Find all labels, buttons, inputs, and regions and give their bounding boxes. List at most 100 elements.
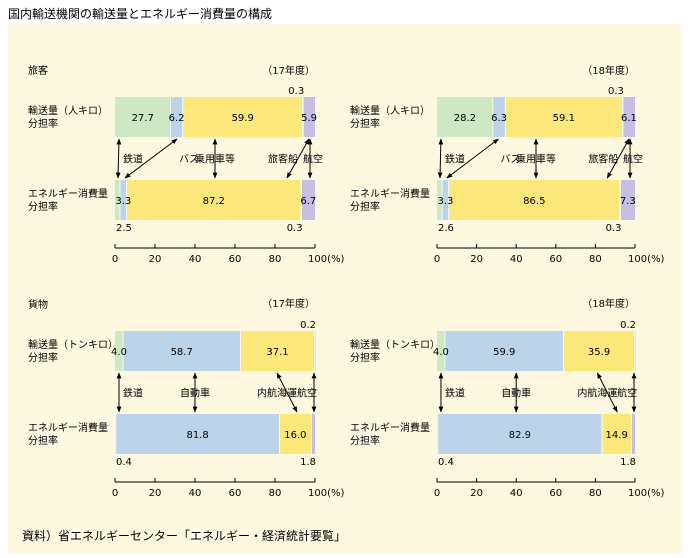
transport-row-label: 輸送量（人キロ） [28, 104, 108, 117]
arrow-ship [286, 138, 310, 179]
transport-bar-segment [492, 97, 506, 137]
transport-row-sublabel: 分担率 [28, 117, 58, 130]
transport-bar-segment [437, 97, 493, 137]
category-label-truck: 自動車 [501, 387, 531, 400]
energy-value-label: 2.5 [116, 223, 132, 234]
transport-bar-segment [123, 331, 241, 371]
x-tick-label: 0 [112, 488, 118, 499]
category-label-ship: 旅客船 [588, 153, 618, 166]
transport-row-sublabel: 分担率 [350, 117, 380, 130]
transport-bar-segment [634, 331, 636, 371]
energy-value-label: 7.3 [620, 196, 636, 207]
energy-bar-segment [631, 414, 635, 454]
transport-value-label: 0.2 [300, 320, 316, 331]
x-tick-label: 100(%) [308, 254, 344, 265]
year-label: （17年度） [262, 64, 315, 77]
energy-row-label: エネルギー消費量 [350, 421, 430, 434]
energy-bar-segment [448, 180, 620, 220]
transport-row-sublabel: 分担率 [28, 351, 58, 364]
energy-value-label: 81.8 [186, 430, 208, 441]
category-label-air: 航空 [623, 153, 643, 166]
energy-value-label: 0.4 [438, 457, 454, 468]
category-label-rail: 鉄道 [123, 153, 143, 166]
energy-bar-segment [620, 180, 635, 220]
energy-value-label: 1.8 [300, 457, 316, 468]
transport-value-label: 4.0 [433, 347, 449, 358]
transport-value-label: 0.3 [608, 86, 624, 97]
x-tick-label: 0 [434, 254, 440, 265]
transport-bar-segment [240, 331, 315, 371]
arrow-ship [276, 372, 298, 413]
transport-bar-segment [563, 331, 635, 371]
x-tick-label: 0 [434, 488, 440, 499]
energy-bar-segment [301, 180, 315, 220]
energy-row-sublabel: 分担率 [350, 434, 380, 447]
energy-row-label: エネルギー消費量 [28, 421, 108, 434]
x-tick-label: 20 [470, 254, 483, 265]
energy-value-label: 14.9 [606, 430, 628, 441]
transport-bar-segment [505, 97, 623, 137]
year-label: （17年度） [262, 297, 315, 310]
x-tick-label: 100(%) [628, 254, 664, 265]
energy-bar-segment [311, 414, 315, 454]
arrow-rail [437, 138, 444, 179]
category-label-rail: 鉄道 [445, 153, 465, 166]
arrow-bus [446, 138, 499, 179]
source-note: 資料）省エネルギーセンター「エネルギー・経済統計要覧」 [22, 529, 347, 543]
transport-row-sublabel: 分担率 [350, 351, 380, 364]
category-label-bus: バス [500, 154, 520, 166]
x-tick-label: 80 [269, 254, 282, 265]
arrow-rail [115, 138, 122, 179]
transport-value-label: 4.0 [111, 347, 127, 358]
x-tick-label: 100(%) [308, 488, 344, 499]
category-label-car: 乗用車等 [195, 153, 235, 166]
category-label-bus: バス [179, 154, 199, 166]
year-label: （18年度） [582, 64, 635, 77]
transport-bar-segment [437, 331, 445, 371]
energy-value-label: 3.3 [437, 196, 453, 207]
section-label: 貨物 [28, 298, 48, 311]
energy-bar-segment [120, 180, 127, 220]
transport-value-label: 27.7 [132, 113, 154, 124]
x-tick-label: 20 [149, 488, 162, 499]
chart-title: 国内輸送機関の輸送量とエネルギー消費量の構成 [8, 7, 273, 21]
transport-bar-segment [115, 97, 171, 137]
energy-bar-segment [437, 414, 602, 454]
energy-value-label: 1.8 [620, 457, 636, 468]
x-tick-label: 0 [112, 254, 118, 265]
energy-value-label: 2.6 [438, 223, 454, 234]
category-label-ship: 旅客船 [268, 153, 298, 166]
energy-row-sublabel: 分担率 [28, 434, 58, 447]
x-tick-label: 60 [229, 254, 242, 265]
transport-value-label: 6.1 [621, 113, 637, 124]
energy-row-sublabel: 分担率 [28, 200, 58, 213]
transport-bar-segment [115, 331, 123, 371]
x-tick-label: 40 [189, 488, 202, 499]
energy-value-label: 0.3 [287, 223, 303, 234]
energy-value-label: 0.3 [606, 223, 622, 234]
x-tick-label: 40 [510, 254, 523, 265]
energy-value-label: 6.7 [300, 196, 316, 207]
transport-bar-segment [303, 97, 315, 137]
x-tick-label: 100(%) [628, 488, 664, 499]
energy-row-sublabel: 分担率 [350, 200, 380, 213]
energy-row-label: エネルギー消費量 [28, 187, 108, 200]
energy-value-label: 87.2 [203, 196, 225, 207]
energy-value-label: 82.9 [509, 430, 531, 441]
category-label-air: 航空 [617, 387, 637, 400]
category-label-air: 航空 [297, 387, 317, 400]
energy-value-label: 16.0 [284, 430, 306, 441]
category-label-rail: 鉄道 [445, 387, 465, 400]
category-label-ship: 内航海運 [577, 387, 617, 400]
energy-value-label: 86.5 [523, 196, 545, 207]
energy-bar-segment [115, 180, 120, 220]
transport-row-label: 輸送量（人キロ） [350, 104, 430, 117]
energy-row-label: エネルギー消費量 [350, 187, 430, 200]
transport-value-label: 6.2 [169, 113, 185, 124]
section-label: 旅客 [28, 64, 48, 77]
energy-bar-segment [126, 180, 301, 220]
transport-row-label: 輸送量（トンキロ） [350, 338, 440, 351]
x-tick-label: 40 [189, 254, 202, 265]
category-label-car: 乗用車等 [516, 153, 556, 166]
